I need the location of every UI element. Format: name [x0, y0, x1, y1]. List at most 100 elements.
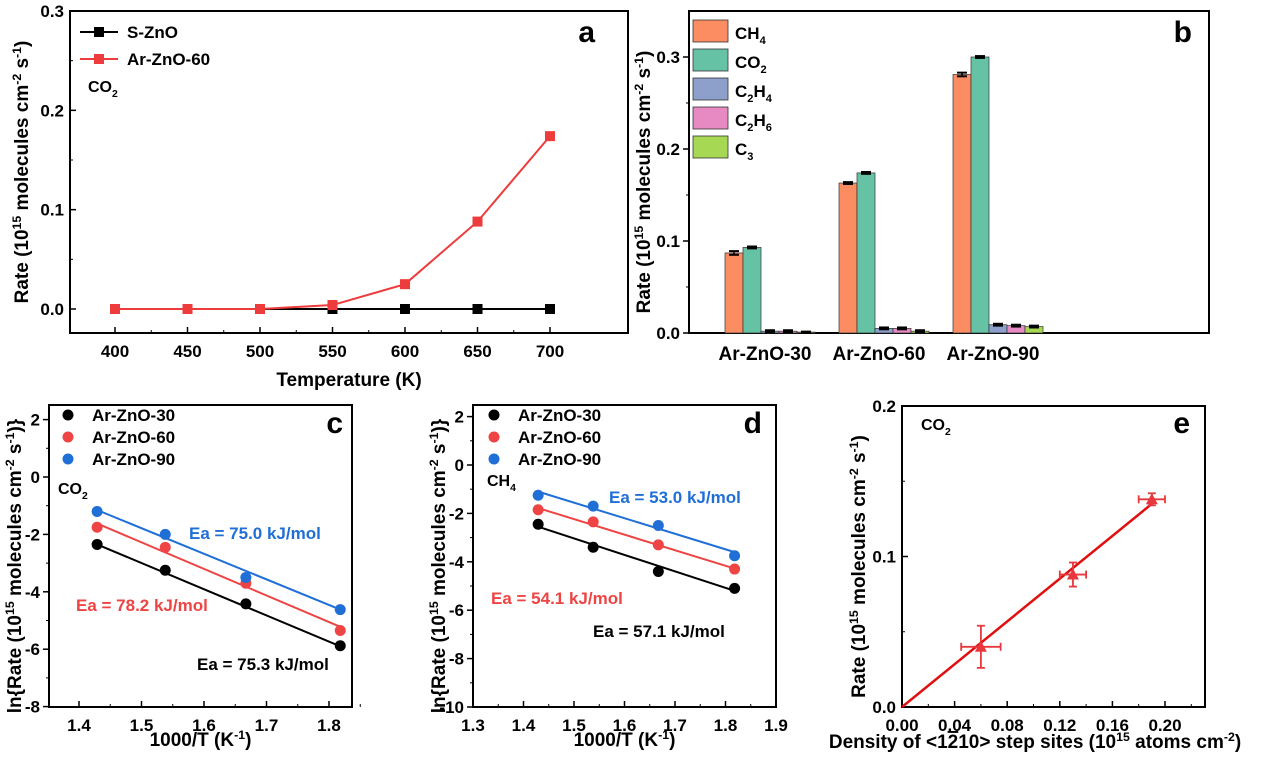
data-point-S-ZnO: [472, 304, 483, 314]
fit-line-Ar-ZnO-30: [537, 525, 735, 592]
x-tick-label: 1.7: [255, 716, 279, 735]
panel-e: 0.00 0.04 0.08 0.12 0.16 0.20 0.0 0.1 0.2 Density…: [829, 397, 1241, 753]
x-tick-label: 450: [173, 342, 201, 361]
x-tick-label: 1.6: [613, 716, 637, 735]
legend-marker: [94, 54, 104, 64]
x-tick-label: 1.8: [317, 716, 341, 735]
data-point-Ar-ZnO-60: [182, 304, 193, 314]
activation-energy-label: Ea = 57.1 kJ/mol: [593, 622, 725, 641]
activation-energy-label: Ea = 75.3 kJ/mol: [197, 655, 329, 674]
x-tick-label: 400: [101, 342, 129, 361]
data-point-triangle: [974, 640, 987, 652]
bar-CO2: [742, 247, 762, 334]
legend-label: Ar-ZnO-90: [92, 450, 175, 469]
data-point-Ar-ZnO-90: [652, 520, 664, 531]
y-tick-label: -10: [439, 698, 464, 717]
data-point-S-ZnO: [400, 304, 410, 314]
legend-label: Ar-ZnO-30: [92, 406, 175, 425]
panel-a: 400 450 500 550 600 650 700 0.0 0.1 0.2 0.3 Tempera…: [10, 2, 629, 391]
x-tick-label: 0.12: [1043, 716, 1076, 735]
species-annotation: CO2: [921, 417, 951, 438]
y-tick-label: 2: [31, 411, 40, 430]
y-tick-label: -2: [449, 504, 464, 523]
panel-label: d: [744, 407, 762, 440]
data-point-Ar-ZnO-60: [400, 279, 410, 290]
bar-CH4: [838, 182, 858, 334]
data-point-triangle: [1066, 568, 1079, 580]
data-point-Ar-ZnO-30: [159, 564, 171, 576]
x-tick-label: 550: [318, 342, 346, 361]
legend-label: CH4: [735, 24, 767, 47]
species-annotation: CO2: [58, 481, 88, 502]
panel-label: b: [1174, 16, 1192, 49]
y-tick-label: 0.1: [656, 232, 680, 251]
y-tick-label: 0.0: [40, 300, 64, 319]
data-point-Ar-ZnO-60: [532, 504, 544, 516]
activation-energy-label: Ea = 78.2 kJ/mol: [76, 596, 208, 615]
y-axis-title: Rate (1015 molecules cm-2 s-1): [847, 435, 870, 698]
y-tick-label: -6: [25, 640, 40, 659]
y-tick-label: -2: [25, 525, 40, 544]
legend-label: C2H6: [735, 111, 772, 134]
data-point-Ar-ZnO-30: [240, 598, 252, 610]
x-category-label: Ar-ZnO-30: [719, 344, 812, 365]
x-tick-label: 0.00: [885, 716, 918, 735]
y-tick-label: 0.3: [656, 48, 680, 67]
y-tick-label: 0: [455, 456, 464, 475]
plot-frame: [48, 404, 353, 708]
fit-line: [901, 502, 1153, 708]
data-point-Ar-ZnO-60: [652, 539, 664, 551]
data-point-Ar-ZnO-60: [545, 131, 555, 142]
legend-label: Ar-ZnO-60: [127, 50, 210, 69]
y-tick-label: 0.0: [656, 324, 680, 343]
x-tick-label: 1.6: [192, 716, 216, 735]
legend-label: Ar-ZnO-60: [518, 428, 601, 447]
legend-marker: [488, 453, 500, 465]
y-axis-title: ln{Rate (1015 molecules cm-2 s-1)}: [3, 418, 26, 713]
bar-CO2: [970, 56, 990, 334]
legend-swatch: [692, 135, 729, 159]
data-point-Ar-ZnO-30: [334, 640, 346, 652]
data-point-Ar-ZnO-90: [587, 500, 599, 512]
x-tick-label: 0.04: [938, 716, 972, 735]
x-tick-label: 1.5: [562, 716, 586, 735]
data-point-triangle: [1145, 493, 1158, 505]
data-point-Ar-ZnO-60: [91, 521, 103, 533]
x-tick-label: 1.3: [461, 716, 485, 735]
data-point-Ar-ZnO-60: [587, 516, 599, 528]
legend-label: C3: [735, 140, 753, 163]
y-axis-title: Rate (1015 molecules cm-2 s-1): [632, 51, 655, 314]
plot-frame: [688, 10, 1210, 334]
data-point-Ar-ZnO-30: [532, 518, 544, 530]
x-category-label: Ar-ZnO-90: [947, 344, 1040, 365]
activation-energy-label: Ea = 54.1 kJ/mol: [491, 589, 623, 608]
y-tick-label: -8: [25, 698, 40, 717]
data-point-Ar-ZnO-90: [729, 550, 741, 562]
data-point-Ar-ZnO-60: [729, 563, 741, 575]
legend-swatch: [692, 106, 729, 130]
x-tick-label: 1.9: [764, 716, 788, 735]
panel-label: e: [1173, 407, 1190, 440]
species-annotation: CH4: [487, 473, 516, 494]
y-tick-label: 2: [455, 408, 464, 427]
x-tick-label: 1.8: [714, 716, 738, 735]
data-point-Ar-ZnO-60: [110, 304, 120, 314]
data-point-Ar-ZnO-90: [91, 505, 103, 517]
data-point-Ar-ZnO-30: [587, 541, 599, 553]
y-tick-label: 0.2: [40, 101, 64, 120]
legend-label: Ar-ZnO-30: [518, 406, 601, 425]
panel-d: 1.3 1.4 1.5 1.6 1.7 1.8 1.9 2 0 -2 -4 -6 -8 -10 1000/T…: [427, 404, 788, 751]
plot-frame: [901, 405, 1206, 708]
y-tick-label: 0.2: [656, 140, 680, 159]
x-tick-label: 0.16: [1096, 716, 1129, 735]
fit-line-Ar-ZnO-60: [537, 507, 735, 570]
bar-CH4: [724, 252, 744, 334]
x-tick-label: 650: [463, 342, 491, 361]
legend-swatch: [692, 77, 729, 101]
y-tick-label: 0.3: [40, 2, 64, 21]
data-point-Ar-ZnO-60: [334, 625, 346, 637]
legend-label: Ar-ZnO-60: [92, 428, 175, 447]
legend-marker: [62, 409, 74, 421]
